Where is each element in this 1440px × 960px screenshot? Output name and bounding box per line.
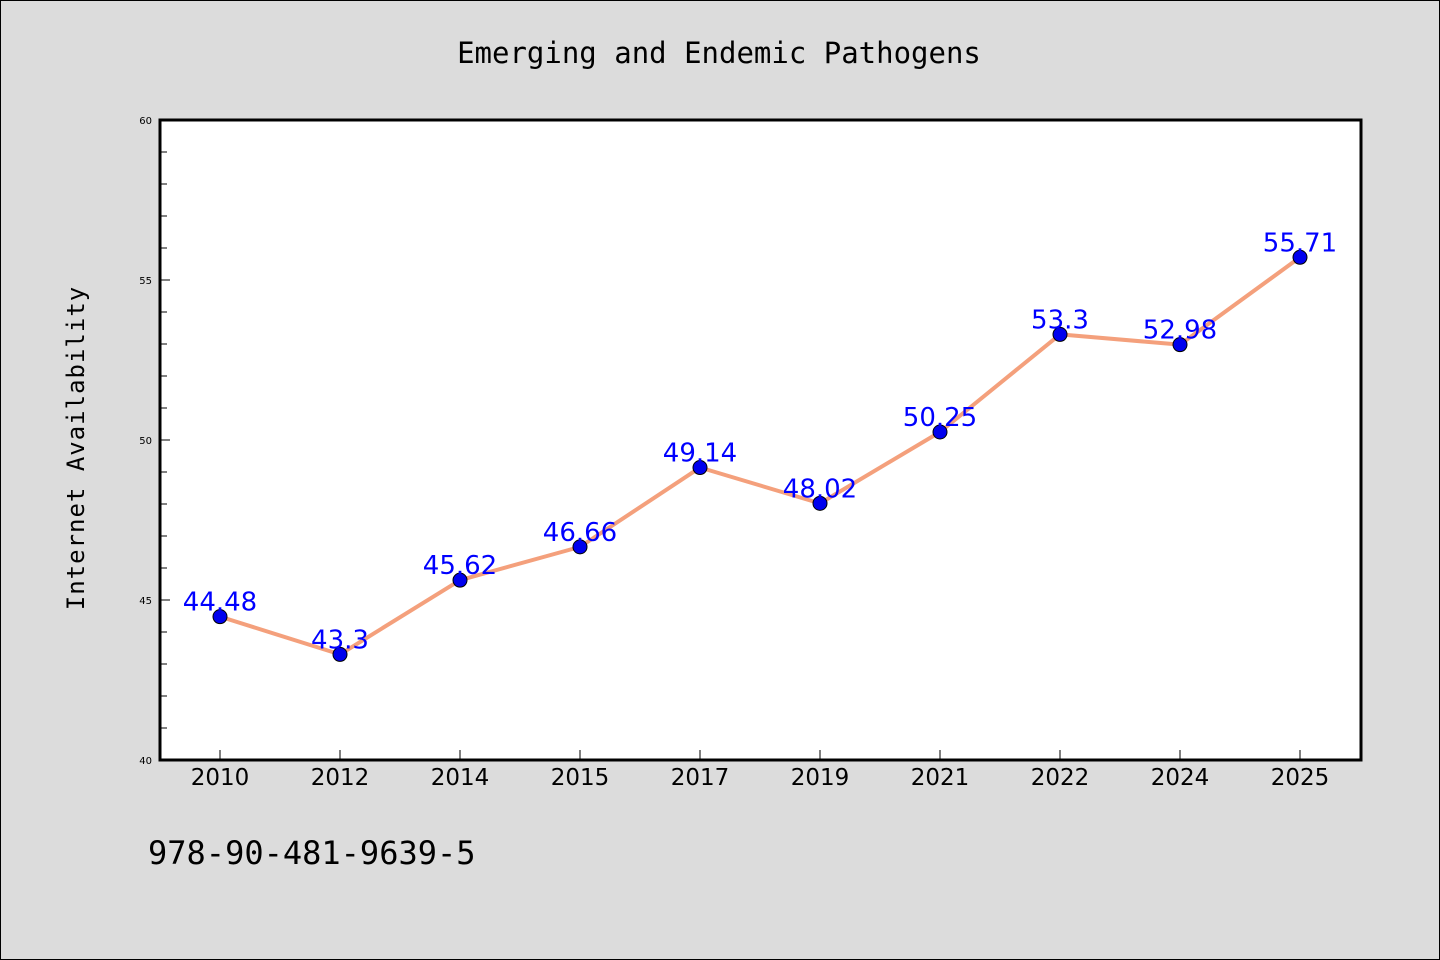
x-tick-label: 2014	[431, 765, 490, 791]
x-tick-label: 2010	[191, 765, 250, 791]
x-tick-label: 2015	[551, 765, 610, 791]
series-layer	[212, 249, 1308, 662]
x-tick-label: 2019	[791, 765, 850, 791]
data-point	[932, 424, 948, 440]
data-point	[812, 495, 828, 511]
y-tick-label: 55	[139, 276, 152, 287]
data-label: 52.98	[1143, 316, 1217, 346]
data-point	[212, 609, 228, 625]
data-label: 43.3	[311, 625, 369, 655]
data-point	[452, 572, 468, 588]
data-label: 46.66	[543, 518, 617, 548]
x-tick-label: 2012	[311, 765, 370, 791]
y-tick-label: 40	[139, 756, 152, 767]
data-point	[332, 646, 348, 662]
data-point	[692, 460, 708, 476]
x-tick-label: 2021	[911, 765, 970, 791]
series-line	[218, 255, 1302, 657]
plot-border	[158, 118, 1363, 762]
data-point	[1052, 326, 1068, 342]
data-label: 50.25	[903, 403, 977, 433]
y-axis-label: Internet Availability	[62, 286, 90, 610]
y-tick-label: 60	[139, 116, 152, 127]
x-tick-label: 2017	[671, 765, 730, 791]
x-tick-label: 2025	[1271, 765, 1330, 791]
data-label: 44.48	[183, 588, 257, 618]
data-point	[572, 539, 588, 555]
data-label: 45.62	[423, 551, 497, 581]
chart-title: Emerging and Endemic Pathogens	[457, 36, 981, 70]
y-tick-label: 50	[139, 436, 152, 447]
data-label: 53.3	[1031, 305, 1089, 335]
data-label: 48.02	[783, 474, 857, 504]
x-axis-ticks: 2010 2012 2014 2015 2017 2019 2021 2022 2024 2025	[191, 750, 1330, 791]
y-tick-label: 45	[139, 596, 152, 607]
x-tick-label: 2022	[1031, 765, 1090, 791]
footer-code: 978-90-481-9639-5	[148, 834, 476, 872]
data-label: 55.71	[1263, 228, 1337, 258]
data-label: 49.14	[663, 439, 737, 469]
data-point	[1292, 249, 1308, 265]
data-point	[1172, 337, 1188, 353]
plot-area	[160, 120, 1361, 760]
data-labels-layer: 44.48 43.3 45.62 46.66 49.14 48.02 50.25 53.3 52…	[183, 228, 1337, 655]
x-tick-label: 2024	[1151, 765, 1210, 791]
